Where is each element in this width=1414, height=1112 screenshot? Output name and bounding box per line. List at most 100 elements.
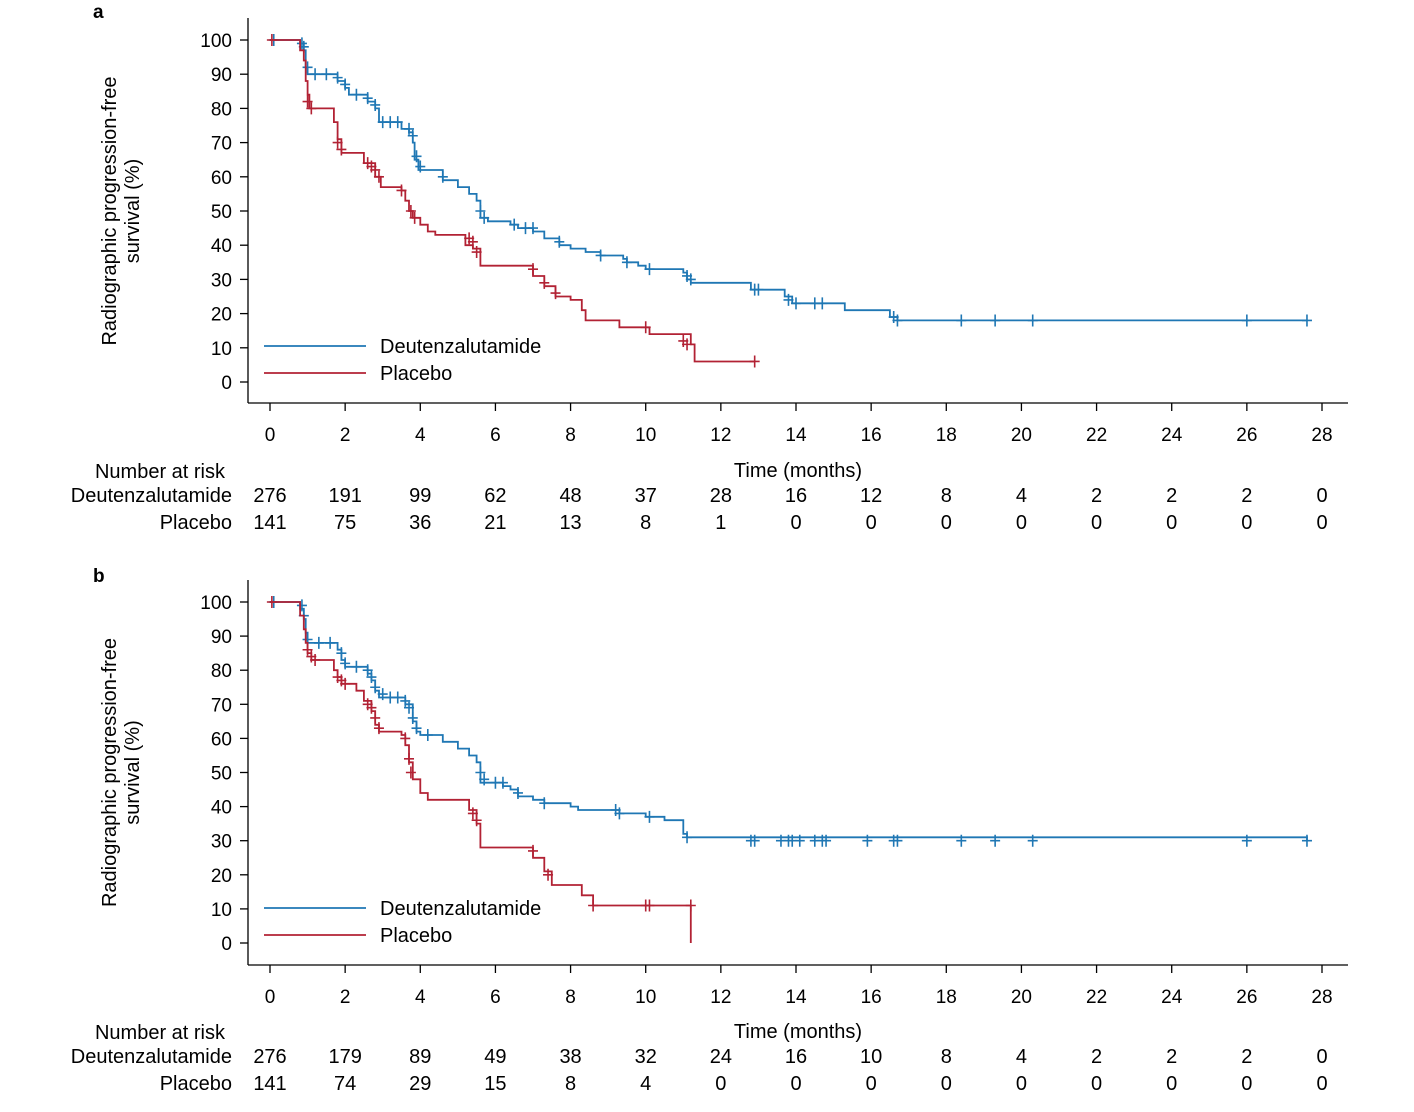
series-deutenzalutamide <box>268 596 1312 847</box>
panel-label: b <box>93 566 105 587</box>
censor-mark <box>340 677 351 690</box>
x-tick-label: 24 <box>1161 987 1183 1008</box>
censor-mark <box>471 814 482 827</box>
x-tick-label: 16 <box>861 987 882 1008</box>
censor-mark <box>467 807 478 820</box>
censor-mark <box>862 834 873 847</box>
risk-row-label: Deutenzalutamide <box>71 485 232 507</box>
risk-count: 179 <box>328 1046 361 1068</box>
censor-mark <box>1241 314 1252 327</box>
risk-count: 12 <box>860 485 882 507</box>
censor-mark <box>682 831 693 844</box>
survival-curve <box>270 601 1308 841</box>
risk-count: 2 <box>1166 1046 1177 1068</box>
censor-mark <box>310 653 321 666</box>
censor-mark <box>528 844 538 857</box>
risk-table-title: Number at risk <box>95 461 226 483</box>
censor-mark <box>366 701 377 714</box>
censor-mark <box>753 283 764 296</box>
x-axis-label: Time (months) <box>734 1021 862 1043</box>
risk-count: 0 <box>866 512 877 534</box>
risk-count: 0 <box>1166 1073 1177 1095</box>
legend-label: Deutenzalutamide <box>380 336 541 358</box>
x-tick-label: 0 <box>265 425 276 446</box>
y-tick-label: 10 <box>211 900 232 921</box>
y-tick-label: 90 <box>211 65 232 86</box>
censor-mark <box>475 766 486 779</box>
censor-mark <box>956 314 967 327</box>
risk-count: 0 <box>1241 1073 1252 1095</box>
y-axis-label-line: survival (%) <box>122 720 144 824</box>
censor-mark <box>990 834 1001 847</box>
risk-row-label: Deutenzalutamide <box>71 1046 232 1068</box>
censor-mark <box>682 338 693 351</box>
y-tick-label: 0 <box>221 373 232 394</box>
censor-mark <box>475 205 486 217</box>
censor-mark <box>340 78 351 91</box>
censor-mark <box>588 899 599 912</box>
y-tick-label: 50 <box>211 764 232 785</box>
series-placebo <box>266 596 696 943</box>
censor-mark <box>685 899 696 912</box>
survival-curve <box>270 39 755 363</box>
risk-count: 48 <box>559 485 581 507</box>
censor-mark <box>892 834 903 847</box>
censor-mark <box>336 143 347 156</box>
x-tick-label: 28 <box>1311 425 1332 446</box>
censor-mark <box>749 834 760 847</box>
censor-mark <box>471 246 482 259</box>
censor-mark <box>497 776 508 789</box>
risk-count: 0 <box>866 1073 877 1095</box>
censor-mark <box>794 834 805 847</box>
censor-mark <box>336 647 347 660</box>
y-axis-label: Radiographic progression-freesurvival (%… <box>99 638 144 907</box>
censor-mark <box>405 766 416 779</box>
censor-mark <box>539 276 550 289</box>
risk-count: 0 <box>1016 1073 1027 1095</box>
y-tick-label: 100 <box>200 31 232 52</box>
risk-table-title: Number at risk <box>95 1022 226 1044</box>
risk-count: 8 <box>565 1073 576 1095</box>
risk-count: 38 <box>559 1046 581 1068</box>
censor-mark <box>302 61 313 74</box>
censor-mark <box>373 722 384 735</box>
x-tick-label: 0 <box>265 987 276 1008</box>
censor-mark <box>415 160 426 173</box>
censor-mark <box>817 297 828 310</box>
risk-count: 0 <box>790 512 801 534</box>
y-axis-label-line: Radiographic progression-free <box>99 638 121 907</box>
censor-mark <box>509 218 520 231</box>
risk-count: 16 <box>785 1046 807 1068</box>
risk-count: 8 <box>941 485 952 507</box>
censor-mark <box>266 34 277 46</box>
censor-mark <box>302 643 313 656</box>
risk-count: 0 <box>1166 512 1177 534</box>
censor-mark <box>422 728 433 741</box>
x-tick-label: 12 <box>710 425 731 446</box>
censor-mark <box>404 752 415 765</box>
censor-mark <box>362 664 373 677</box>
censor-mark <box>640 321 651 334</box>
y-tick-label: 80 <box>211 99 232 120</box>
y-tick-label: 10 <box>211 339 232 360</box>
x-axis-label: Time (months) <box>734 460 862 482</box>
risk-count: 2 <box>1241 485 1252 507</box>
y-tick-label: 60 <box>211 168 232 189</box>
y-tick-label: 0 <box>221 934 232 955</box>
series-deutenzalutamide <box>268 34 1312 327</box>
censor-mark <box>956 834 967 847</box>
risk-count: 75 <box>334 512 356 534</box>
censor-mark <box>783 293 794 306</box>
risk-count: 37 <box>635 485 657 507</box>
censor-mark <box>400 732 411 745</box>
censor-mark <box>351 660 362 673</box>
x-tick-label: 14 <box>785 987 807 1008</box>
censor-mark <box>479 211 490 224</box>
risk-count: 0 <box>1316 485 1327 507</box>
censor-mark <box>409 211 420 224</box>
censor-mark <box>340 657 351 670</box>
y-tick-label: 30 <box>211 270 232 291</box>
censor-mark <box>370 711 381 724</box>
x-tick-label: 18 <box>936 987 957 1008</box>
